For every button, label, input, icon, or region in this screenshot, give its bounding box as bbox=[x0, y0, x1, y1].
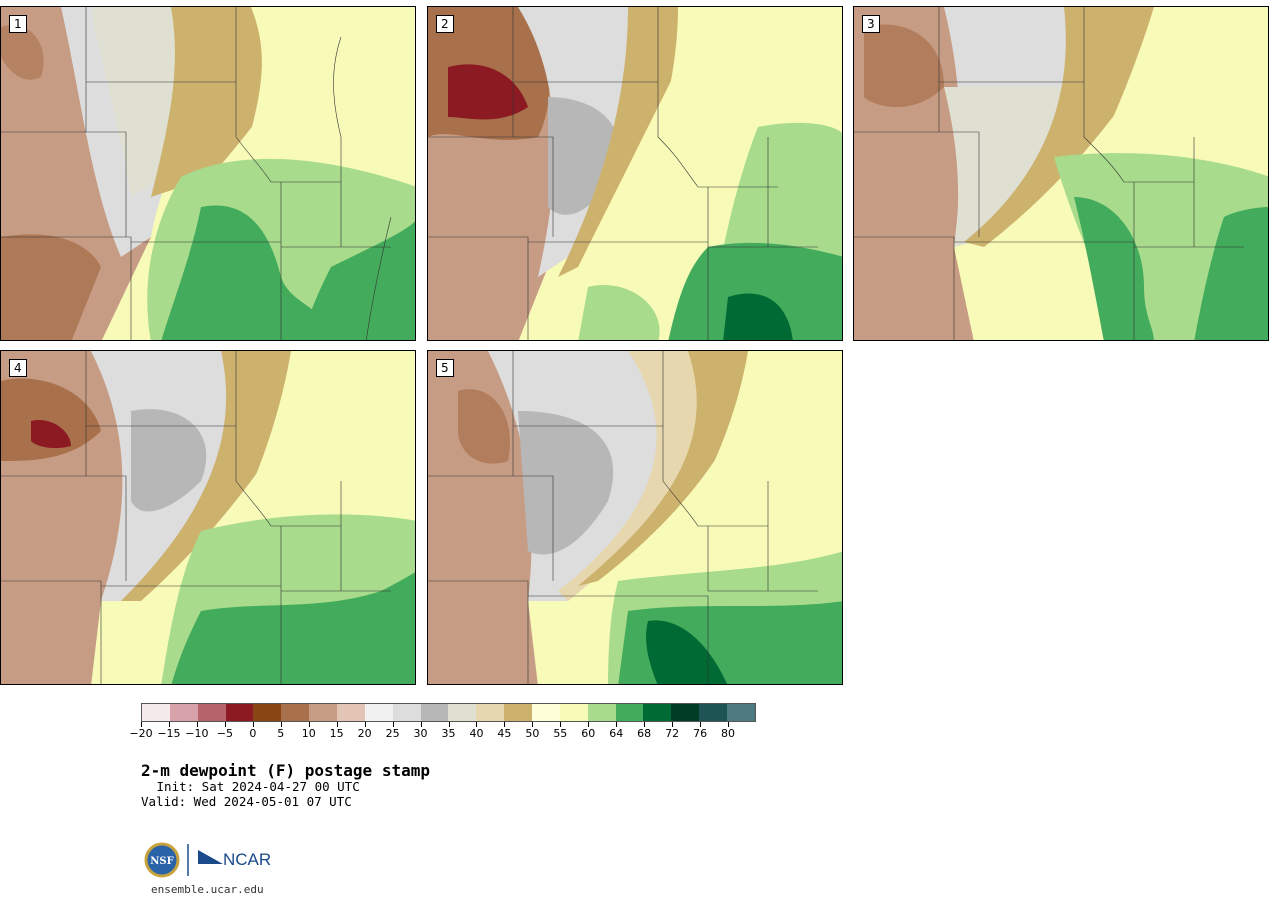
colorbar-swatch bbox=[643, 704, 672, 721]
colorbar-tick-label: 72 bbox=[665, 727, 680, 740]
forecast-panel-1: 1 bbox=[0, 6, 416, 341]
colorbar-swatch bbox=[476, 704, 505, 721]
colorbar-swatch bbox=[364, 704, 393, 721]
colorbar-tick bbox=[168, 722, 170, 727]
figure-title: 2-m dewpoint (F) postage stamp bbox=[141, 761, 430, 780]
colorbar-swatch bbox=[253, 704, 282, 721]
colorbar-tick-label: 15 bbox=[329, 727, 344, 740]
panel-label: 5 bbox=[436, 359, 454, 377]
colorbar-tick bbox=[476, 722, 478, 727]
colorbar-tick bbox=[448, 722, 450, 727]
colorbar-tick-label: 20 bbox=[357, 727, 372, 740]
colorbar-swatch bbox=[699, 704, 728, 721]
forecast-panel-3: 3 bbox=[853, 6, 1269, 341]
valid-time: Valid: Wed 2024-05-01 07 UTC bbox=[141, 794, 352, 809]
colorbar-swatch bbox=[448, 704, 477, 721]
colorbar-tick-label: 76 bbox=[693, 727, 708, 740]
colorbar-tick bbox=[560, 722, 562, 727]
colorbar-tick-label: −5 bbox=[216, 727, 233, 740]
colorbar-swatch bbox=[559, 704, 588, 721]
colorbar-tick-label: 40 bbox=[469, 727, 484, 740]
colorbar-tick-label: 64 bbox=[609, 727, 624, 740]
colorbar-tick-label: 30 bbox=[413, 727, 428, 740]
colorbar-tick-label: 55 bbox=[553, 727, 568, 740]
colorbar-swatch bbox=[225, 704, 254, 721]
dewpoint-map bbox=[428, 351, 842, 684]
colorbar-swatch bbox=[309, 704, 338, 721]
colorbar-tick bbox=[364, 722, 366, 727]
colorbar-tick-label: 68 bbox=[637, 727, 652, 740]
colorbar-tick-label: 60 bbox=[581, 727, 596, 740]
colorbar-tick bbox=[616, 722, 618, 727]
colorbar-tick bbox=[196, 722, 198, 727]
colorbar-tick bbox=[141, 722, 142, 727]
colorbar-tick-label: −20 bbox=[129, 727, 153, 740]
colorbar-tick-label: −15 bbox=[157, 727, 181, 740]
colorbar-tick-label: 25 bbox=[385, 727, 400, 740]
colorbar-tick bbox=[420, 722, 422, 727]
colorbar-tick bbox=[224, 722, 226, 727]
panel-label: 4 bbox=[9, 359, 27, 377]
colorbar-tick-label: 35 bbox=[441, 727, 456, 740]
colorbar-ticks: −20 −15 −10 −5 0 5 10 15 20 25 30 35 40 45 50 55 60 64 68 7… bbox=[129, 722, 756, 742]
dewpoint-map bbox=[1, 351, 415, 684]
forecast-panel-2: 2 bbox=[427, 6, 843, 341]
colorbar-tick-label: 45 bbox=[497, 727, 512, 740]
colorbar-tick bbox=[392, 722, 394, 727]
colorbar-tick bbox=[644, 722, 646, 727]
colorbar-tick-label: −10 bbox=[185, 727, 209, 740]
colorbar-swatch bbox=[169, 704, 198, 721]
nsf-ncar-logo: NSF NCAR bbox=[144, 842, 271, 878]
colorbar-tick bbox=[672, 722, 674, 727]
colorbar-swatch bbox=[197, 704, 226, 721]
colorbar-tick bbox=[280, 722, 282, 727]
colorbar-tick-label: 50 bbox=[525, 727, 540, 740]
colorbar-swatch bbox=[671, 704, 700, 721]
panel-label: 1 bbox=[9, 15, 27, 33]
colorbar-tick bbox=[504, 722, 506, 727]
colorbar-tick-label: 10 bbox=[301, 727, 316, 740]
colorbar-tick bbox=[532, 722, 534, 727]
dewpoint-map bbox=[428, 7, 842, 340]
colorbar-tick bbox=[700, 722, 702, 727]
colorbar-tick-label: 0 bbox=[249, 727, 257, 740]
colorbar-swatch bbox=[392, 704, 421, 721]
forecast-panel-5: 5 bbox=[427, 350, 843, 685]
colorbar-tick bbox=[336, 722, 338, 727]
colorbar-swatch bbox=[532, 704, 560, 721]
init-time: Init: Sat 2024-04-27 00 UTC bbox=[149, 779, 360, 794]
logos: NSF NCAR bbox=[144, 842, 284, 882]
colorbar-swatch bbox=[504, 704, 533, 721]
dewpoint-map bbox=[1, 7, 415, 340]
colorbar-swatch bbox=[281, 704, 310, 721]
forecast-panel-4: 4 bbox=[0, 350, 416, 685]
colorbar-swatch bbox=[727, 704, 755, 721]
colorbar-tick-label: 5 bbox=[277, 727, 285, 740]
site-url: ensemble.ucar.edu bbox=[151, 883, 264, 896]
panel-label: 2 bbox=[436, 15, 454, 33]
panel-label: 3 bbox=[862, 15, 880, 33]
colorbar-swatch bbox=[337, 704, 365, 721]
colorbar-swatch bbox=[615, 704, 644, 721]
colorbar-swatch bbox=[142, 704, 170, 721]
colorbar-tick bbox=[308, 722, 310, 727]
colorbar-swatch bbox=[587, 704, 616, 721]
dewpoint-colorbar bbox=[141, 703, 756, 722]
colorbar-tick bbox=[728, 722, 730, 727]
ncar-logo-text: NCAR bbox=[223, 850, 271, 869]
colorbar-tick bbox=[588, 722, 590, 727]
colorbar-swatch bbox=[420, 704, 449, 721]
dewpoint-map bbox=[854, 7, 1268, 340]
colorbar-tick bbox=[252, 722, 254, 727]
nsf-logo-text: NSF bbox=[150, 856, 173, 867]
colorbar-tick-label: 80 bbox=[721, 727, 736, 740]
